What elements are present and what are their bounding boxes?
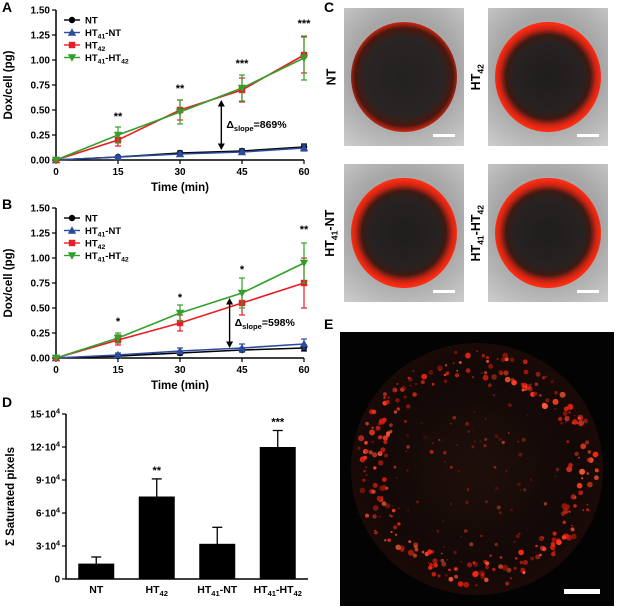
svg-text:3·104: 3·104 <box>36 538 60 552</box>
svg-text:***: *** <box>271 417 285 429</box>
svg-text:**: ** <box>114 111 123 123</box>
c-image-label-ht41-nt-text: HT41-NT <box>322 209 340 257</box>
svg-text:HT41-NT: HT41-NT <box>85 28 121 41</box>
panel-label-b: B <box>2 196 13 212</box>
svg-text:HT41-HT42: HT41-HT42 <box>85 53 129 66</box>
svg-text:NT: NT <box>89 584 104 596</box>
svg-text:HT41-HT42: HT41-HT42 <box>85 251 129 264</box>
svg-text:1.50: 1.50 <box>31 204 51 215</box>
svg-text:0.00: 0.00 <box>31 156 51 167</box>
svg-text:30: 30 <box>174 167 186 178</box>
svg-text:0.75: 0.75 <box>31 279 51 290</box>
svg-text:0.50: 0.50 <box>31 106 51 117</box>
svg-text:0.25: 0.25 <box>31 131 51 142</box>
saturated-pixels-bar-chart: 0 3·104 6·104 9·104 12·104 15·104 Σ Saturated … <box>5 406 308 598</box>
svg-text:12·104: 12·104 <box>30 439 60 453</box>
svg-text:*: * <box>178 292 183 304</box>
dox-uptake-chart-a: 0 15 30 45 60 0.00 0.25 0.50 0.75 1.00 1.25 1.50 Tim… <box>3 6 312 195</box>
svg-text:Dox/cell (pg): Dox/cell (pg) <box>3 248 15 317</box>
scale-bar <box>433 290 455 293</box>
svg-text:0.75: 0.75 <box>31 81 51 92</box>
svg-text:***: *** <box>298 18 312 30</box>
svg-text:30: 30 <box>174 365 186 376</box>
svg-text:NT: NT <box>85 214 98 225</box>
c-microscopy-image-ht42 <box>488 8 608 146</box>
scale-bar <box>433 134 455 137</box>
svg-text:**: ** <box>176 83 185 95</box>
svg-text:15·104: 15·104 <box>30 406 60 420</box>
c-image-label-ht41-nt: HT41-NT <box>322 164 340 302</box>
svg-text:15: 15 <box>112 167 124 178</box>
c-image-label-nt-text: NT <box>323 68 338 86</box>
faint-spheroid-disc <box>351 343 603 595</box>
scale-bar <box>577 290 599 293</box>
svg-text:HT41-NT: HT41-NT <box>85 226 121 239</box>
scale-bar <box>564 589 600 594</box>
svg-text:Dox/cell (pg): Dox/cell (pg) <box>3 50 15 119</box>
svg-text:Δslope=598%: Δslope=598% <box>235 317 296 331</box>
c-image-label-ht41-ht42-text: HT41-HT42 <box>468 204 486 262</box>
svg-text:0.25: 0.25 <box>31 329 51 340</box>
svg-text:HT42: HT42 <box>85 41 105 54</box>
svg-text:***: *** <box>236 58 250 70</box>
red-speckle-layer <box>357 350 599 588</box>
svg-text:**: ** <box>300 224 309 236</box>
e-confocal-image <box>340 332 614 606</box>
dox-uptake-chart-b: 0 15 30 45 60 0.00 0.25 0.50 0.75 1.00 1.25 1.50 Tim… <box>3 204 310 393</box>
svg-text:HT41-HT42: HT41-HT42 <box>254 584 302 598</box>
svg-text:45: 45 <box>236 167 248 178</box>
c-image-label-nt: NT <box>322 8 340 146</box>
svg-text:45: 45 <box>236 365 248 376</box>
spheroid-with-red-ring <box>351 22 457 132</box>
panel-label-e: E <box>324 316 334 332</box>
svg-text:0: 0 <box>54 575 60 586</box>
svg-text:HT42: HT42 <box>85 239 105 252</box>
svg-text:HT41-NT: HT41-NT <box>197 584 237 598</box>
c-microscopy-image-nt <box>344 8 464 146</box>
svg-text:1.50: 1.50 <box>31 6 51 17</box>
c-image-label-ht42: HT42 <box>468 8 486 146</box>
c-microscopy-image-ht41-nt <box>344 164 464 302</box>
svg-text:0: 0 <box>53 365 59 376</box>
svg-text:1.00: 1.00 <box>31 254 51 265</box>
spheroid-with-red-ring <box>495 178 601 288</box>
svg-text:9·104: 9·104 <box>36 472 60 486</box>
svg-text:Time (min): Time (min) <box>151 380 209 392</box>
svg-text:1.25: 1.25 <box>31 31 51 42</box>
svg-text:60: 60 <box>298 365 310 376</box>
svg-text:1.00: 1.00 <box>31 56 51 67</box>
panel-label-c: C <box>324 0 335 15</box>
svg-text:0.50: 0.50 <box>31 304 51 315</box>
c-microscopy-image-ht41-ht42 <box>488 164 608 302</box>
panel-label-a: A <box>2 0 13 15</box>
spheroid-with-red-ring <box>495 22 601 132</box>
spheroid-with-red-ring <box>351 178 457 288</box>
svg-text:60: 60 <box>298 167 310 178</box>
svg-text:*: * <box>116 316 121 328</box>
svg-text:0.00: 0.00 <box>31 354 51 365</box>
svg-text:NT: NT <box>85 16 98 27</box>
svg-text:15: 15 <box>112 365 124 376</box>
c-image-label-ht41-ht42: HT41-HT42 <box>468 164 486 302</box>
svg-text:Time (min): Time (min) <box>151 182 209 194</box>
svg-text:Δslope=869%: Δslope=869% <box>226 119 287 133</box>
panel-label-d: D <box>2 394 13 410</box>
c-image-label-ht42-text: HT42 <box>468 63 486 91</box>
svg-text:6·104: 6·104 <box>36 505 60 519</box>
svg-text:HT42: HT42 <box>146 584 168 598</box>
svg-text:Σ Saturated pixels: Σ Saturated pixels <box>5 447 17 546</box>
svg-text:**: ** <box>152 465 161 477</box>
svg-text:1.25: 1.25 <box>31 229 51 240</box>
svg-text:0: 0 <box>53 167 59 178</box>
svg-text:*: * <box>240 264 245 276</box>
scale-bar <box>577 134 599 137</box>
